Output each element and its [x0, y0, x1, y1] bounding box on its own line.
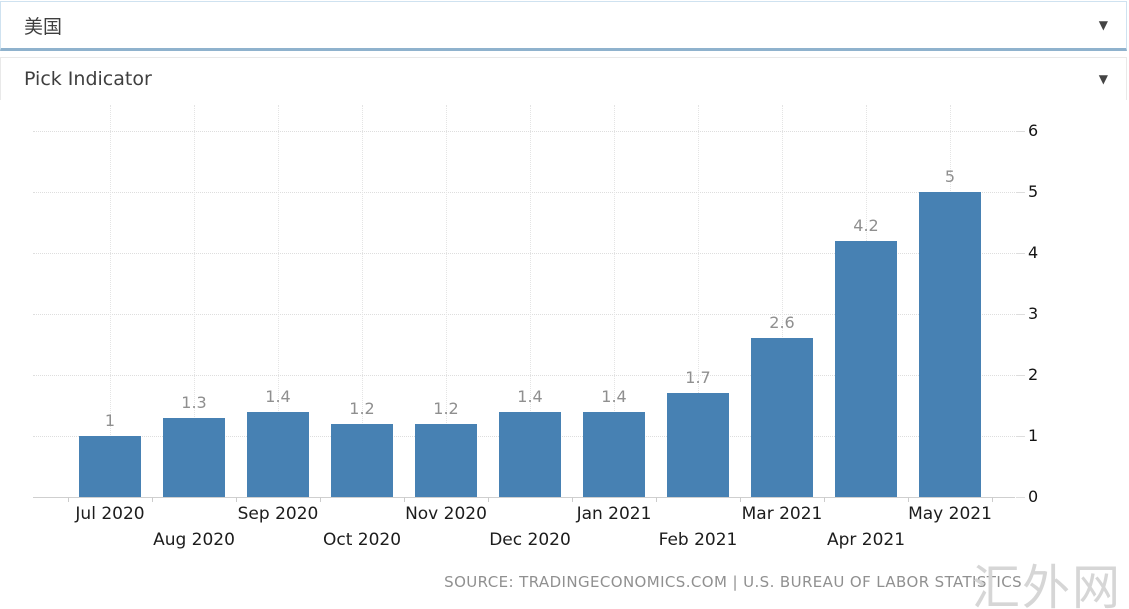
- y-axis-label: 1: [1028, 426, 1039, 445]
- bar-value-label: 2.6: [769, 313, 795, 332]
- x-axis-label: Jan 2021: [576, 504, 652, 524]
- bar[interactable]: [751, 338, 813, 497]
- source-attribution: SOURCE: TRADINGECONOMICS.COM | U.S. BURE…: [444, 573, 1022, 591]
- x-axis-line: [33, 497, 1015, 498]
- bar[interactable]: [79, 436, 141, 497]
- gridline-v: [782, 105, 783, 497]
- x-axis-tick: [236, 497, 237, 502]
- gridline-h: [33, 253, 1015, 254]
- bar[interactable]: [499, 412, 561, 497]
- gridline-v: [530, 105, 531, 497]
- x-axis-tick: [320, 497, 321, 502]
- bar[interactable]: [415, 424, 477, 497]
- x-axis-label: Nov 2020: [405, 504, 487, 524]
- y-axis-tick: [1016, 314, 1025, 315]
- x-axis-label: May 2021: [908, 504, 992, 524]
- bar[interactable]: [583, 412, 645, 497]
- y-axis-label: 3: [1028, 304, 1039, 323]
- gridline-h: [33, 375, 1015, 376]
- y-axis-label: 5: [1028, 182, 1039, 201]
- country-select-value: 美国: [24, 15, 63, 38]
- gridline-v: [362, 105, 363, 497]
- y-axis-label: 2: [1028, 365, 1039, 384]
- x-axis-tick: [908, 497, 909, 502]
- y-axis-tick: [1016, 497, 1025, 498]
- gridline-v: [698, 105, 699, 497]
- bar-value-label: 1.7: [685, 368, 711, 387]
- gridline-v: [194, 105, 195, 497]
- bar[interactable]: [163, 418, 225, 497]
- gridline-h: [33, 131, 1015, 132]
- bar[interactable]: [919, 192, 981, 497]
- bar[interactable]: [331, 424, 393, 497]
- x-axis-tick: [488, 497, 489, 502]
- x-axis-tick: [992, 497, 993, 502]
- chevron-down-icon: ▼: [1098, 72, 1108, 86]
- x-axis-label: Jul 2020: [75, 504, 145, 524]
- indicator-select-value: Pick Indicator: [24, 68, 152, 90]
- gridline-v: [110, 105, 111, 497]
- y-axis-label: 0: [1028, 487, 1039, 506]
- country-select[interactable]: 美国 ▼: [0, 1, 1127, 51]
- bar-value-label: 1.2: [349, 399, 375, 418]
- x-axis-label: Oct 2020: [322, 530, 402, 550]
- chevron-down-icon: ▼: [1098, 18, 1108, 32]
- bar-value-label: 4.2: [853, 216, 879, 235]
- bar-value-label: 1.4: [265, 387, 291, 406]
- bar-value-label: 5: [944, 167, 956, 186]
- x-axis-label: Dec 2020: [489, 530, 571, 550]
- x-axis-tick: [656, 497, 657, 502]
- bar-value-label: 1.2: [433, 399, 459, 418]
- x-axis-tick: [152, 497, 153, 502]
- gridline-v: [278, 105, 279, 497]
- bar-value-label: 1.3: [181, 393, 207, 412]
- y-axis-tick: [1016, 192, 1025, 193]
- bar-value-label: 1.4: [517, 387, 543, 406]
- indicator-select[interactable]: Pick Indicator ▼: [0, 57, 1127, 101]
- bar-value-label: 1: [104, 411, 116, 430]
- y-axis-tick: [1016, 436, 1025, 437]
- gridline-v: [446, 105, 447, 497]
- x-axis-tick: [68, 497, 69, 502]
- y-axis-tick: [1016, 131, 1025, 132]
- x-axis-label: Aug 2020: [153, 530, 235, 550]
- gridline-v: [614, 105, 615, 497]
- x-axis-tick: [404, 497, 405, 502]
- x-axis-label: Mar 2021: [741, 504, 823, 524]
- bar[interactable]: [247, 412, 309, 497]
- gridline-h: [33, 192, 1015, 193]
- x-axis-tick: [572, 497, 573, 502]
- y-axis-label: 6: [1028, 121, 1039, 140]
- y-axis-label: 4: [1028, 243, 1039, 262]
- y-axis-tick: [1016, 375, 1025, 376]
- watermark-text: 汇外网: [971, 560, 1122, 609]
- x-axis-tick: [740, 497, 741, 502]
- bar-chart: 0 1 2 3 4 5 6 1 Jul 2020 1.3 Aug 2020 1.4 Sep 2020 1.…: [0, 100, 1129, 609]
- x-axis-label: Sep 2020: [237, 504, 319, 524]
- x-axis-label: Feb 2021: [658, 530, 738, 550]
- gridline-h: [33, 314, 1015, 315]
- bar[interactable]: [667, 393, 729, 497]
- bar-value-label: 1.4: [601, 387, 627, 406]
- bar[interactable]: [835, 241, 897, 497]
- x-axis-label: Apr 2021: [826, 530, 906, 550]
- y-axis-tick: [1016, 253, 1025, 254]
- x-axis-tick: [824, 497, 825, 502]
